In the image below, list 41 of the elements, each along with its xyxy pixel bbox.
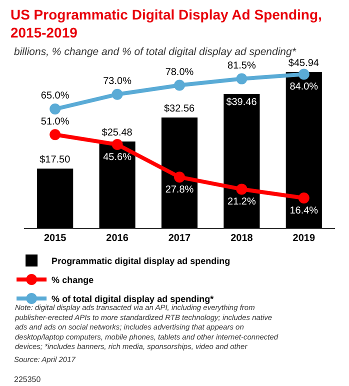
- data-label: 78.0%: [165, 66, 194, 78]
- data-label: 84.0%: [290, 82, 318, 93]
- legend-label: Programmatic digital display ad spending: [52, 256, 230, 266]
- data-label: 51.0%: [40, 116, 70, 128]
- data-label: $25.48: [102, 127, 133, 138]
- bar: [161, 117, 198, 228]
- bar: [99, 141, 136, 228]
- point: [298, 68, 310, 80]
- data-label: 27.8%: [165, 184, 194, 196]
- x-tick-label: 2017: [168, 233, 192, 244]
- legend-label: % change: [52, 275, 94, 286]
- point: [112, 139, 123, 150]
- chart-subtitle: billions, % change and % of total digital display ad spending*: [14, 46, 297, 58]
- point: [174, 172, 185, 183]
- bar: [224, 94, 260, 228]
- text: 225350: [14, 375, 42, 384]
- point: [50, 104, 61, 115]
- data-label: $32.56: [164, 103, 196, 114]
- point: [236, 184, 248, 195]
- data-label: 81.5%: [228, 60, 256, 72]
- data-label: $39.46: [226, 97, 258, 108]
- point: [174, 80, 185, 91]
- data-label: 73.0%: [103, 76, 132, 87]
- x-tick-label: 2016: [106, 233, 129, 244]
- data-label: 16.4%: [290, 205, 318, 216]
- data-label: $17.50: [40, 154, 71, 166]
- data-label: 21.2%: [228, 196, 256, 208]
- data-label: $45.94: [288, 58, 320, 70]
- chart-title: US Programmatic Digital Display Ad Spending, 2015-2019: [10, 6, 322, 40]
- point: [50, 129, 61, 140]
- point: [298, 192, 310, 204]
- point: [112, 88, 123, 100]
- bar: [37, 168, 74, 228]
- legend-label: % of total digital display ad spending*: [52, 294, 214, 304]
- bar: [286, 72, 322, 228]
- x-tick-label: 2018: [230, 233, 254, 244]
- data-label: 65.0%: [40, 90, 70, 102]
- x-tick-label: 2019: [292, 233, 316, 244]
- x-tick-label: 2015: [44, 233, 67, 244]
- point: [236, 73, 248, 84]
- data-label: 45.6%: [103, 152, 132, 163]
